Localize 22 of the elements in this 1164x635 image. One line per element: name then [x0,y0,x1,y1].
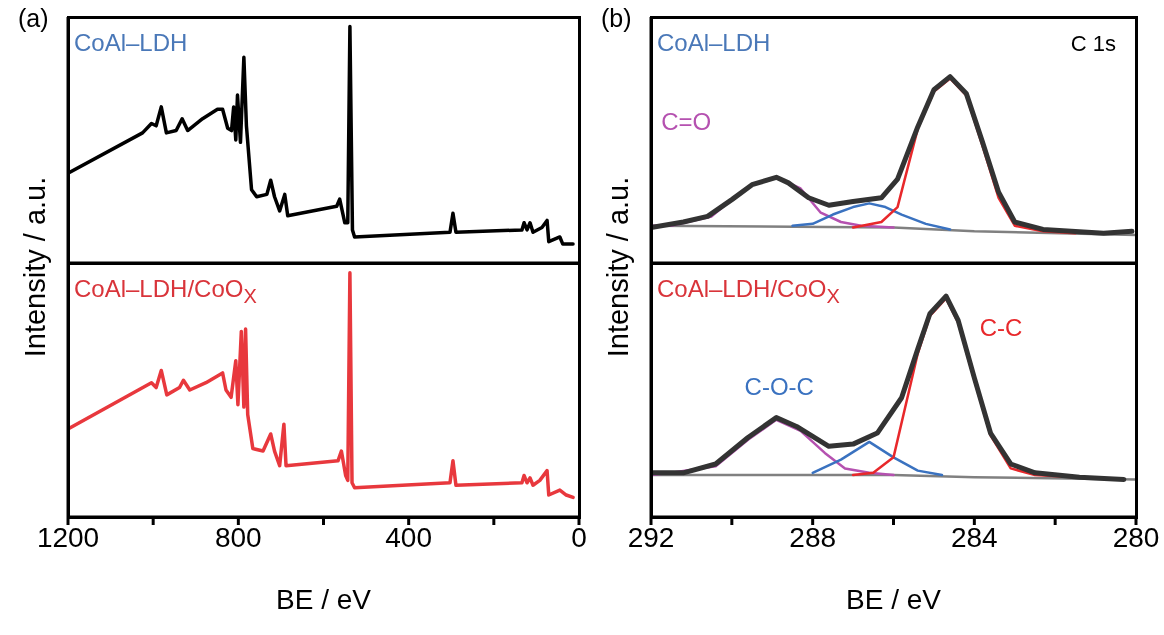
y-axis-title: Intensity / a.u. [601,176,635,358]
text: (b) [601,4,632,33]
x-tick-label: 284 [950,521,998,553]
x-tick-label: 292 [627,521,675,553]
text: C=O [661,108,712,137]
text: C 1s [1070,31,1116,57]
x-tick-label: 280 [1112,521,1160,553]
text: C-O-C [744,372,814,401]
x-axis-title: BE / eV [276,584,372,615]
series-label: C-C [979,314,1023,343]
chart-title: CoAl–LDH/CoO$_{X}$ [74,275,257,308]
y-axis-title: Intensity / a.u. [18,176,52,358]
chart-title: CoAl–LDH [74,29,188,57]
text: (a) [18,4,49,33]
x-tick-label: 800 [214,521,262,553]
x-tick-label: 0 [571,521,587,553]
chart-title: CoAl–LDH/CoO$_{X}$ [657,275,840,308]
chart-title: CoAl–LDH [657,29,771,57]
x-tick-label: 1200 [36,521,100,553]
x-tick-label: 288 [789,521,837,553]
x-axis-title: BE / eV [846,584,942,615]
x-tick-label: 400 [385,521,433,553]
